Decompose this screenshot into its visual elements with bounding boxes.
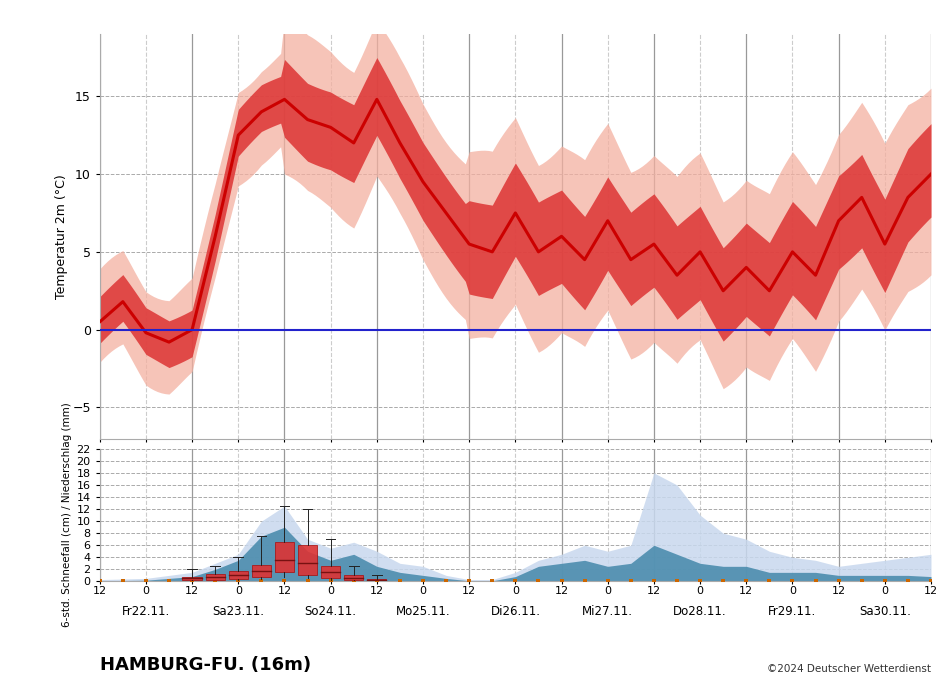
- Bar: [344, 575, 363, 580]
- Bar: [229, 571, 248, 579]
- Text: Sa23.11.: Sa23.11.: [212, 605, 264, 618]
- Text: Do28.11.: Do28.11.: [674, 605, 727, 618]
- Text: Di26.11.: Di26.11.: [490, 605, 541, 618]
- Bar: [275, 542, 294, 573]
- Text: Fr22.11.: Fr22.11.: [122, 605, 170, 618]
- Bar: [321, 566, 340, 579]
- Bar: [182, 577, 201, 580]
- Y-axis label: 6-std. Schneefall (cm) / Niederschlag (mm): 6-std. Schneefall (cm) / Niederschlag (m…: [63, 403, 72, 628]
- Text: ©2024 Deutscher Wetterdienst: ©2024 Deutscher Wetterdienst: [767, 664, 931, 674]
- Text: So24.11.: So24.11.: [305, 605, 356, 618]
- Bar: [368, 579, 387, 581]
- Bar: [205, 574, 225, 579]
- Text: Sa30.11.: Sa30.11.: [859, 605, 911, 618]
- Text: Mo25.11.: Mo25.11.: [396, 605, 450, 618]
- Bar: [252, 564, 271, 577]
- Text: HAMBURG-FU. (16m): HAMBURG-FU. (16m): [100, 656, 311, 674]
- Text: Fr29.11.: Fr29.11.: [769, 605, 817, 618]
- Bar: [298, 545, 317, 575]
- Y-axis label: Temperatur 2m (°C): Temperatur 2m (°C): [55, 174, 68, 299]
- Text: Mi27.11.: Mi27.11.: [582, 605, 634, 618]
